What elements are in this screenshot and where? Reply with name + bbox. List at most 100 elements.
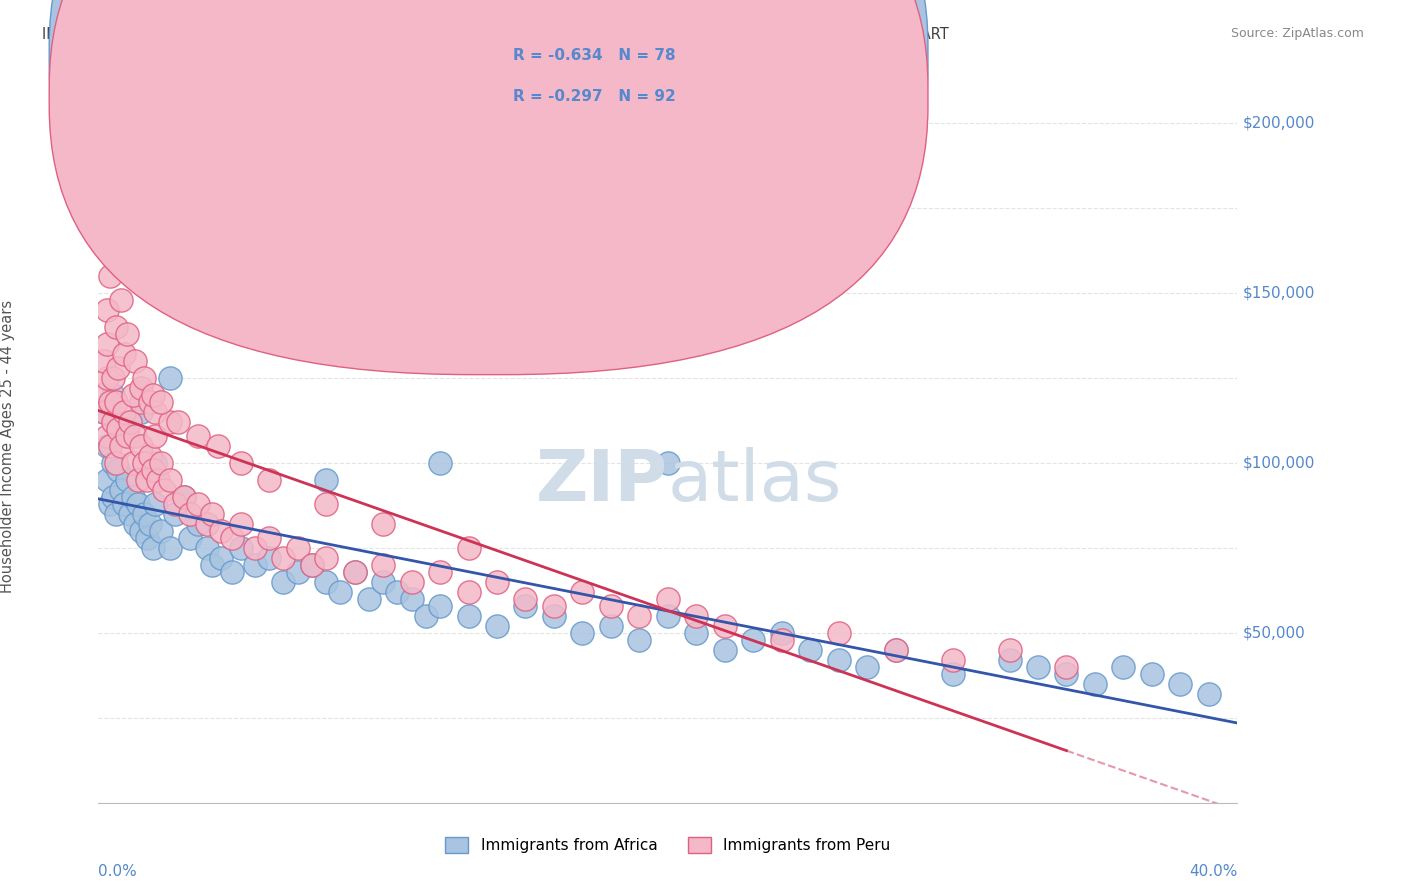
Point (571, 585, 593, 599)
Point (179, 507, 201, 521)
Point (742, 632, 765, 647)
Point (221, 565, 243, 579)
Point (104, 394, 127, 409)
Point (259, 531, 281, 545)
Text: Source: ZipAtlas.com: Source: ZipAtlas.com (1230, 27, 1364, 40)
Point (315, 473, 337, 487)
Point (486, 574, 509, 589)
Point (124, 429, 146, 443)
Point (107, 422, 129, 436)
Point (457, 608, 479, 623)
Point (714, 643, 737, 657)
Point (145, 497, 167, 511)
Point (195, 517, 218, 532)
Point (187, 517, 209, 532)
Point (159, 541, 181, 555)
Point (145, 456, 167, 470)
Point (141, 463, 163, 477)
Point (515, 591, 537, 606)
Point (486, 619, 509, 633)
Point (132, 371, 155, 385)
Point (110, 293, 132, 307)
Point (121, 456, 143, 470)
Point (457, 541, 479, 555)
Point (998, 653, 1021, 667)
Point (118, 507, 141, 521)
Point (429, 456, 451, 470)
Point (101, 388, 124, 402)
Point (315, 497, 337, 511)
Point (115, 429, 138, 443)
Point (93, 354, 115, 368)
Point (165, 507, 187, 521)
Point (628, 608, 651, 623)
Point (129, 439, 152, 453)
Point (135, 473, 157, 487)
Point (153, 483, 176, 498)
Point (179, 531, 201, 545)
Point (221, 531, 243, 545)
Point (173, 490, 195, 504)
Point (138, 449, 160, 463)
Point (343, 565, 366, 579)
Point (195, 541, 218, 555)
Point (207, 439, 229, 453)
Point (93, 405, 115, 419)
Point (129, 394, 152, 409)
Point (571, 626, 593, 640)
Text: $150,000: $150,000 (1243, 285, 1316, 301)
Point (159, 415, 181, 429)
Point (373, 558, 395, 572)
Point (1026, 660, 1049, 674)
Point (101, 371, 124, 385)
Point (110, 439, 132, 453)
Point (129, 524, 152, 538)
Point (301, 558, 323, 572)
Point (329, 585, 352, 599)
Point (101, 415, 124, 429)
Point (1056, 666, 1078, 681)
Point (98, 269, 121, 284)
Point (401, 591, 423, 606)
Point (685, 608, 707, 623)
Point (115, 473, 138, 487)
Point (429, 599, 451, 613)
Point (600, 599, 623, 613)
Point (93, 405, 115, 419)
Point (104, 320, 127, 334)
Point (173, 490, 195, 504)
Point (543, 599, 565, 613)
Text: R = -0.297   N = 92: R = -0.297 N = 92 (513, 89, 676, 103)
Point (121, 490, 143, 504)
Text: 0.0%: 0.0% (98, 864, 138, 879)
Point (98, 394, 121, 409)
Legend: Immigrants from Africa, Immigrants from Peru: Immigrants from Africa, Immigrants from … (439, 831, 897, 859)
Text: $200,000: $200,000 (1243, 116, 1316, 131)
Point (373, 517, 395, 532)
Point (799, 643, 821, 657)
Point (543, 608, 565, 623)
Point (145, 405, 167, 419)
Point (112, 497, 135, 511)
Point (259, 473, 281, 487)
Point (315, 551, 337, 566)
Point (96, 429, 118, 443)
Point (173, 252, 195, 266)
Point (387, 585, 409, 599)
Point (628, 632, 651, 647)
Point (770, 626, 793, 640)
Point (287, 541, 309, 555)
Point (201, 558, 224, 572)
Point (129, 381, 152, 395)
Point (127, 497, 149, 511)
Point (515, 599, 537, 613)
Point (112, 405, 135, 419)
Point (121, 388, 143, 402)
Point (98, 497, 121, 511)
Point (135, 531, 157, 545)
Point (209, 524, 232, 538)
Text: 40.0%: 40.0% (1189, 864, 1237, 879)
Point (343, 565, 366, 579)
Text: R = -0.634   N = 78: R = -0.634 N = 78 (513, 48, 676, 62)
Point (1056, 660, 1078, 674)
